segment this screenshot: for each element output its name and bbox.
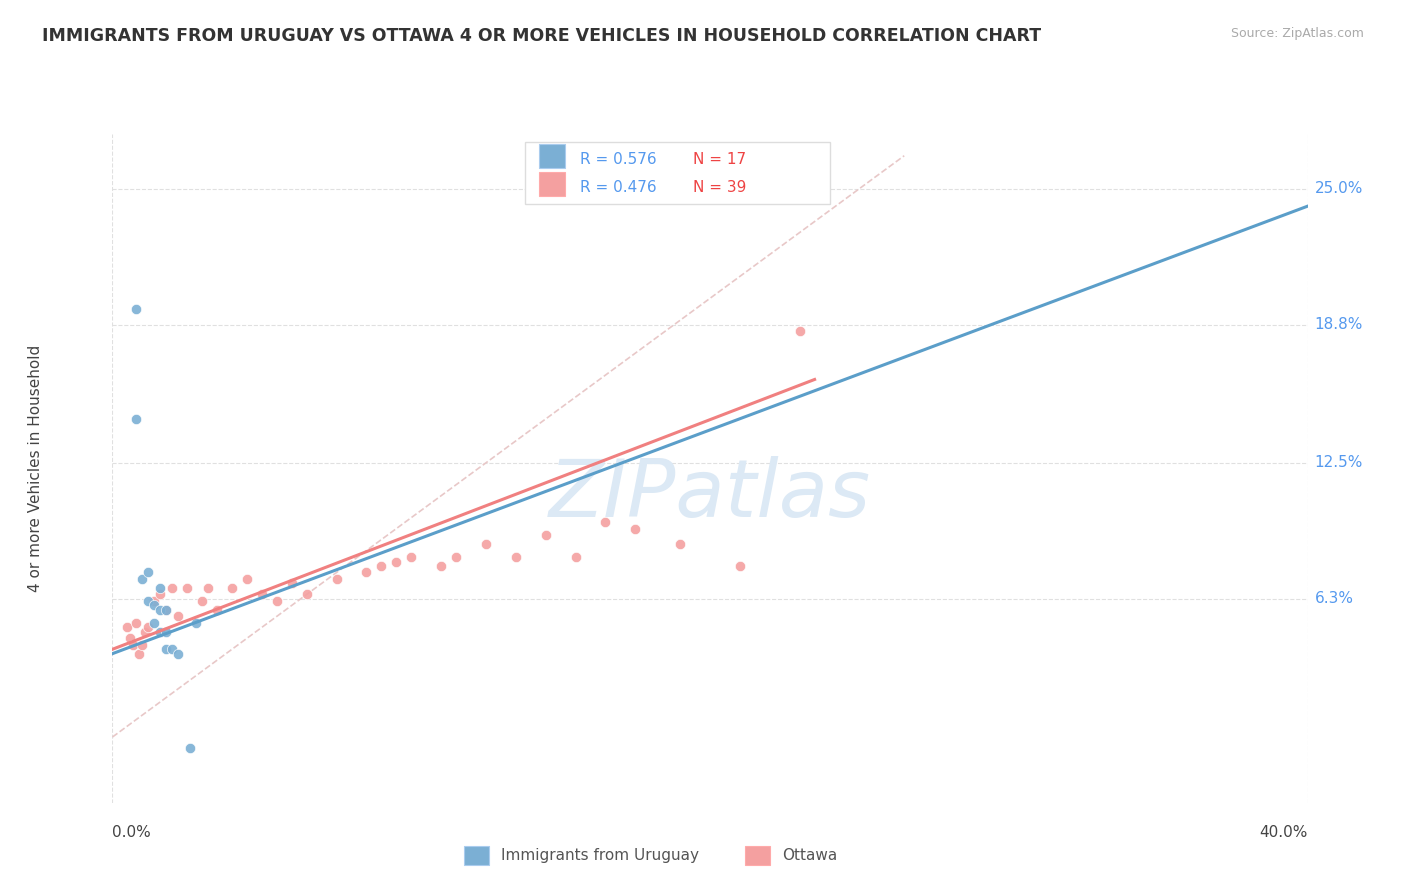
Text: R = 0.576: R = 0.576 xyxy=(579,153,657,168)
Point xyxy=(475,537,498,551)
Point xyxy=(155,642,177,657)
Text: N = 17: N = 17 xyxy=(693,153,747,168)
Point xyxy=(325,572,347,586)
Point xyxy=(122,638,145,652)
Point xyxy=(155,624,177,639)
Point xyxy=(505,550,527,565)
Point xyxy=(534,528,557,542)
Text: 6.3%: 6.3% xyxy=(1315,591,1354,607)
Point xyxy=(138,566,160,580)
Point xyxy=(595,515,617,529)
Point xyxy=(236,572,259,586)
Point xyxy=(131,572,153,586)
Text: 4 or more Vehicles in Household: 4 or more Vehicles in Household xyxy=(28,344,42,592)
Point xyxy=(149,587,172,601)
Text: Source: ZipAtlas.com: Source: ZipAtlas.com xyxy=(1230,27,1364,40)
Point xyxy=(669,537,692,551)
Text: IMMIGRANTS FROM URUGUAY VS OTTAWA 4 OR MORE VEHICLES IN HOUSEHOLD CORRELATION CH: IMMIGRANTS FROM URUGUAY VS OTTAWA 4 OR M… xyxy=(42,27,1042,45)
Point xyxy=(205,603,228,617)
Text: 18.8%: 18.8% xyxy=(1315,318,1362,332)
Point xyxy=(143,599,166,613)
Text: R = 0.476: R = 0.476 xyxy=(579,180,657,195)
Text: 25.0%: 25.0% xyxy=(1315,181,1362,196)
Point xyxy=(370,558,392,573)
Text: N = 39: N = 39 xyxy=(693,180,747,195)
Point xyxy=(564,550,586,565)
FancyBboxPatch shape xyxy=(538,172,565,196)
Point xyxy=(149,603,172,617)
Point xyxy=(120,632,142,646)
Point xyxy=(149,624,172,639)
Text: 0.0%: 0.0% xyxy=(112,825,152,840)
Point xyxy=(197,581,219,595)
Point xyxy=(385,555,408,569)
Point xyxy=(266,594,288,608)
Point xyxy=(125,302,148,317)
Point xyxy=(125,615,148,630)
Point xyxy=(155,603,177,617)
Point xyxy=(138,620,160,634)
Point xyxy=(176,581,198,595)
Point xyxy=(143,615,166,630)
Point xyxy=(281,576,304,591)
Text: ZIPatlas: ZIPatlas xyxy=(548,456,872,534)
FancyBboxPatch shape xyxy=(524,143,830,204)
Point xyxy=(624,522,647,536)
Point xyxy=(179,741,201,756)
Point xyxy=(191,594,214,608)
Point xyxy=(250,587,273,601)
Point xyxy=(167,609,190,624)
Point xyxy=(149,581,172,595)
Point xyxy=(155,603,177,617)
Point xyxy=(444,550,467,565)
Point xyxy=(789,324,811,338)
Point xyxy=(401,550,423,565)
Point xyxy=(134,624,156,639)
Point xyxy=(131,638,153,652)
Point xyxy=(162,642,183,657)
Point xyxy=(128,647,150,661)
Point xyxy=(143,594,166,608)
Point xyxy=(186,615,208,630)
Point xyxy=(728,558,751,573)
Point xyxy=(221,581,243,595)
Point xyxy=(125,412,148,426)
Point xyxy=(430,558,453,573)
Point xyxy=(295,587,318,601)
Point xyxy=(117,620,139,634)
Point xyxy=(167,647,190,661)
Text: 12.5%: 12.5% xyxy=(1315,455,1362,470)
Point xyxy=(162,581,183,595)
Point xyxy=(356,566,378,580)
FancyBboxPatch shape xyxy=(538,145,565,168)
Point xyxy=(138,594,160,608)
Text: Ottawa: Ottawa xyxy=(782,848,837,863)
Text: 40.0%: 40.0% xyxy=(1260,825,1308,840)
Text: Immigrants from Uruguay: Immigrants from Uruguay xyxy=(501,848,699,863)
